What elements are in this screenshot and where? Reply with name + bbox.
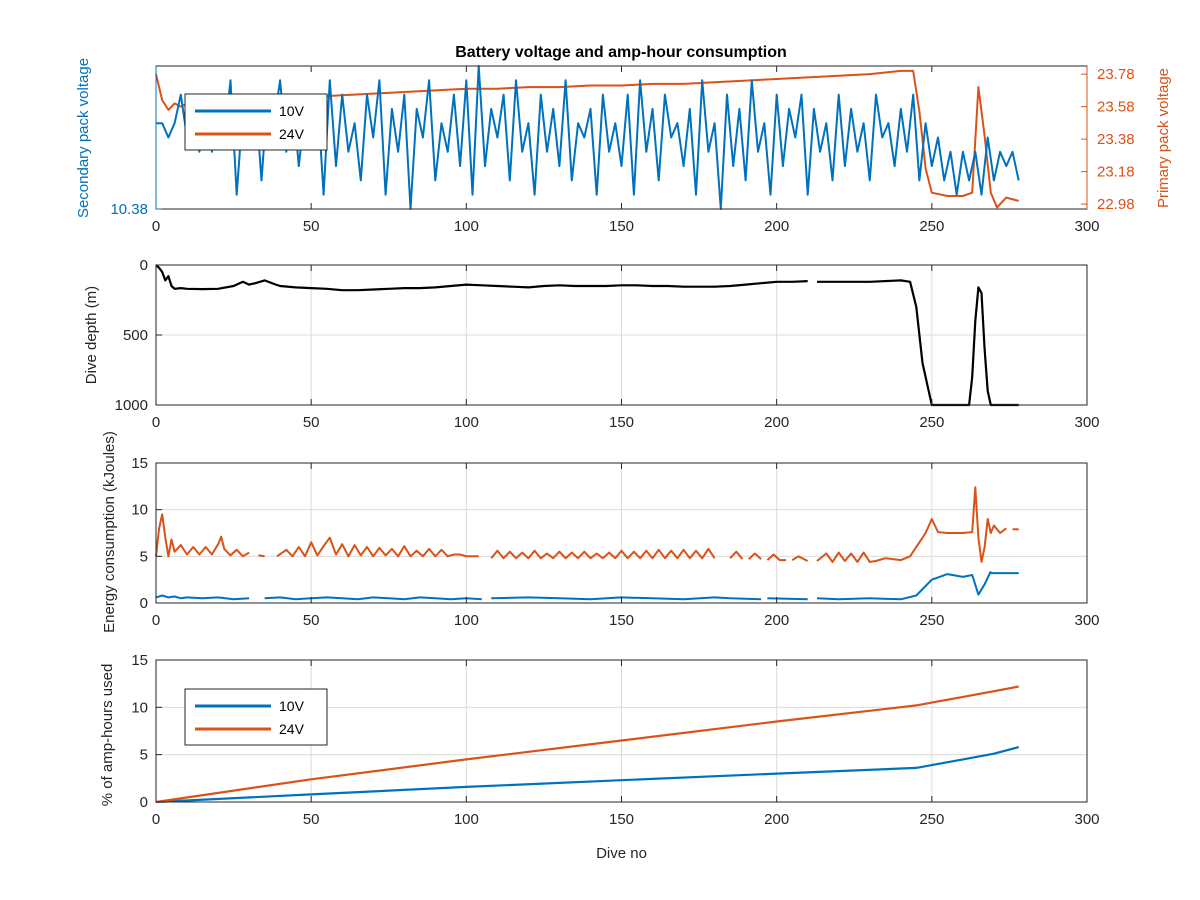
y-axis-label: Energy consumption (kJoules) <box>101 431 118 633</box>
series-line-10v <box>767 597 808 601</box>
y-axis-label: Dive depth (m) <box>83 286 100 384</box>
series-line-24v <box>791 555 809 562</box>
series-line-24v <box>748 552 762 560</box>
x-tick-label: 150 <box>609 218 634 235</box>
x-tick-label: 100 <box>454 612 479 629</box>
series-line-24v <box>490 547 716 560</box>
y-tick-label: 10 <box>131 699 148 716</box>
series-line-10v <box>491 596 731 601</box>
x-tick-label: 100 <box>454 218 479 235</box>
x-tick-label: 250 <box>919 612 944 629</box>
depth-panel: 0 50 100 150 200 250 300 0 500 1000 Dive depth (m) <box>83 257 1100 431</box>
y-tick-label: 10.38 <box>110 201 148 218</box>
x-axis-label: Dive no <box>596 845 647 862</box>
y-tick-label: 0 <box>140 257 148 274</box>
y-tick-label: 23.38 <box>1097 131 1135 148</box>
x-tick-label: 150 <box>609 811 634 828</box>
y-tick-label: 5 <box>140 747 148 764</box>
x-tick-label: 200 <box>764 414 789 431</box>
y-tick-label: 23.18 <box>1097 164 1135 181</box>
y-tick-label: 15 <box>131 455 148 472</box>
x-tick-label: 0 <box>152 811 160 828</box>
x-tick-label: 50 <box>303 218 320 235</box>
series-line-10v <box>156 65 1020 210</box>
series-line-24v <box>816 486 1007 563</box>
x-tick-label: 200 <box>764 612 789 629</box>
series-line-24v <box>276 536 479 558</box>
legend-label: 10V <box>279 698 305 714</box>
x-tick-label: 300 <box>1074 612 1099 629</box>
x-tick-label: 50 <box>303 414 320 431</box>
y-tick-label: 0 <box>140 794 148 811</box>
series-line-24v <box>155 513 250 558</box>
y-axis-label-left: Secondary pack voltage <box>75 58 92 218</box>
series-line-10v <box>816 570 992 601</box>
x-tick-label: 200 <box>764 218 789 235</box>
x-tick-label: 250 <box>919 811 944 828</box>
x-tick-label: 150 <box>609 414 634 431</box>
x-tick-label: 300 <box>1074 218 1099 235</box>
series-line-10v <box>155 594 250 601</box>
legend-label: 10V <box>279 103 305 119</box>
legend-box <box>184 688 328 746</box>
series-line-10v <box>155 746 1019 804</box>
y-tick-label: 23.58 <box>1097 99 1135 116</box>
series-line-24v <box>766 553 786 562</box>
y-tick-label: 5 <box>140 548 148 565</box>
y-tick-label: 1000 <box>115 397 148 414</box>
x-tick-label: 300 <box>1074 414 1099 431</box>
x-tick-label: 100 <box>454 414 479 431</box>
series-line-24v <box>729 550 744 560</box>
y-tick-label: 22.98 <box>1097 196 1135 213</box>
y-tick-label: 10 <box>131 502 148 519</box>
y-tick-label: 15 <box>131 652 148 669</box>
y-tick-label: 0 <box>140 595 148 612</box>
y-tick-label: 500 <box>123 327 148 344</box>
x-tick-label: 250 <box>919 218 944 235</box>
y-axis-label-right: Primary pack voltage <box>1155 68 1172 208</box>
x-tick-label: 50 <box>303 612 320 629</box>
x-tick-label: 250 <box>919 414 944 431</box>
series-line-10v <box>730 597 762 601</box>
x-tick-label: 200 <box>764 811 789 828</box>
series-line-10v <box>264 596 482 601</box>
x-tick-label: 0 <box>152 218 160 235</box>
legend-box <box>184 93 328 151</box>
legend-label: 24V <box>279 126 305 142</box>
series-line-24v <box>258 554 265 558</box>
x-tick-label: 100 <box>454 811 479 828</box>
x-tick-label: 50 <box>303 811 320 828</box>
x-tick-label: 0 <box>152 612 160 629</box>
x-tick-label: 150 <box>609 612 634 629</box>
energy-panel: 0 50 100 150 200 250 300 0 5 10 15 Energy consumpti… <box>101 431 1100 633</box>
voltage-panel: 0 50 100 150 200 250 300 10.38 22.98 23.18 23.38 23… <box>75 58 1172 235</box>
series-line-24v <box>155 685 1019 804</box>
x-tick-label: 300 <box>1074 811 1099 828</box>
figure-title: Battery voltage and amp-hour consumption <box>455 44 787 61</box>
x-tick-label: 0 <box>152 414 160 431</box>
amp-hours-panel: 0 50 100 150 200 250 300 0 5 10 15 % of amp-hours u… <box>99 652 1100 862</box>
y-axis-label: % of amp-hours used <box>99 664 116 807</box>
legend-label: 24V <box>279 721 305 737</box>
y-tick-label: 23.78 <box>1097 66 1135 83</box>
